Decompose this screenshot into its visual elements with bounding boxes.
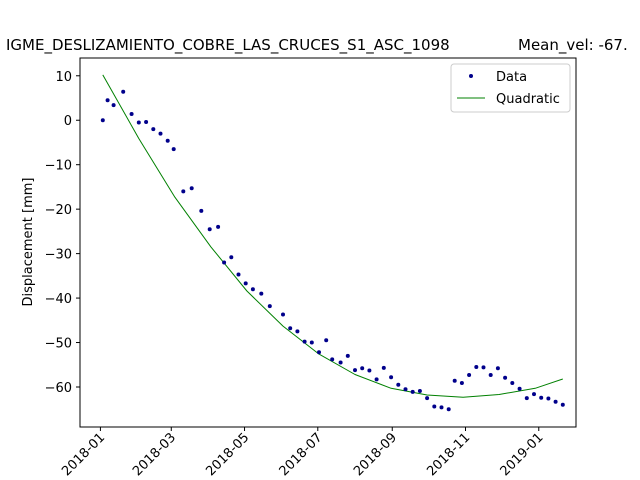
- data-point: [459, 381, 464, 385]
- chart-subtitle: Mean_vel: -67.: [518, 36, 628, 55]
- data-point: [560, 402, 565, 407]
- data-point: [236, 272, 241, 277]
- legend-data-label: Data: [496, 70, 527, 85]
- data-point: [229, 255, 234, 260]
- data-point: [288, 326, 293, 331]
- data-point: [532, 392, 536, 397]
- data-point: [181, 189, 186, 194]
- data-point: [360, 366, 365, 371]
- data-point: [510, 381, 515, 385]
- y-tick-label: −60: [45, 381, 72, 396]
- data-point: [381, 365, 386, 370]
- data-point: [302, 339, 307, 344]
- y-axis-label: Displacement [mm]: [21, 178, 36, 307]
- data-point: [367, 368, 372, 373]
- data-point: [129, 112, 134, 116]
- y-tick-label: −40: [45, 292, 72, 307]
- chart-title: IGME_DESLIZAMIENTO_COBRE_LAS_CRUCES_S1_A…: [6, 36, 450, 55]
- data-point: [546, 396, 551, 401]
- data-point: [396, 382, 401, 387]
- legend-box: [450, 63, 571, 113]
- data-point: [503, 375, 508, 380]
- data-point: [353, 368, 357, 373]
- plot-area: [80, 58, 576, 427]
- data-point: [295, 329, 300, 334]
- data-point: [374, 377, 379, 382]
- data-point: [452, 378, 457, 383]
- data-point: [250, 287, 255, 292]
- legend: Data Quadratic: [450, 63, 571, 113]
- data-point: [111, 103, 116, 108]
- data-point: [446, 407, 451, 412]
- data-point: [189, 186, 194, 191]
- quadratic-fit-line: [102, 74, 563, 398]
- data-point: [207, 227, 212, 232]
- data-point: [410, 389, 415, 394]
- data-point: [309, 340, 314, 345]
- data-point: [488, 373, 493, 377]
- data-point: [432, 404, 437, 409]
- y-tick-label: 0: [64, 114, 72, 129]
- data-point: [553, 399, 558, 404]
- data-point: [171, 147, 176, 152]
- y-tick-label: −30: [45, 248, 72, 263]
- data-point: [243, 281, 248, 286]
- data-point: [105, 98, 110, 103]
- data-point: [281, 312, 285, 317]
- data-point: [338, 360, 343, 365]
- data-point: [222, 260, 227, 265]
- data-point: [158, 131, 163, 136]
- data-point: [481, 365, 486, 370]
- data-point: [417, 389, 422, 393]
- data-point: [100, 118, 105, 123]
- data-point: [267, 304, 272, 309]
- y-tick-label: −20: [45, 203, 72, 218]
- fit-layer: [102, 74, 563, 398]
- y-tick-label: −50: [45, 337, 72, 352]
- data-point: [165, 138, 170, 143]
- data-point: [517, 386, 522, 391]
- data-point: [439, 405, 444, 410]
- axes-background: [80, 58, 576, 427]
- data-point: [495, 366, 500, 371]
- data-point: [317, 350, 321, 355]
- data-point: [345, 353, 350, 358]
- y-axis: 10 0 −10 −20 −30 −40 −50 −60: [45, 70, 80, 396]
- y-tick-label: 10: [55, 70, 72, 85]
- legend-fit-label: Quadratic: [496, 92, 560, 107]
- data-point: [151, 127, 156, 132]
- data-point: [389, 375, 394, 380]
- legend-data-marker: [469, 74, 473, 78]
- data-point: [330, 357, 335, 362]
- data-point: [144, 120, 149, 124]
- data-point: [467, 373, 472, 377]
- data-point: [199, 208, 204, 213]
- data-point: [324, 338, 329, 343]
- points-layer: [100, 89, 565, 412]
- data-point: [136, 120, 141, 125]
- data-point: [425, 396, 430, 401]
- data-point: [524, 396, 529, 401]
- data-point: [403, 387, 408, 392]
- axes-frame: [79, 57, 577, 428]
- data-point: [216, 224, 221, 229]
- data-point: [474, 365, 479, 369]
- data-point: [539, 395, 544, 400]
- data-point: [259, 291, 264, 296]
- y-tick-label: −10: [45, 159, 72, 174]
- data-point: [121, 89, 126, 94]
